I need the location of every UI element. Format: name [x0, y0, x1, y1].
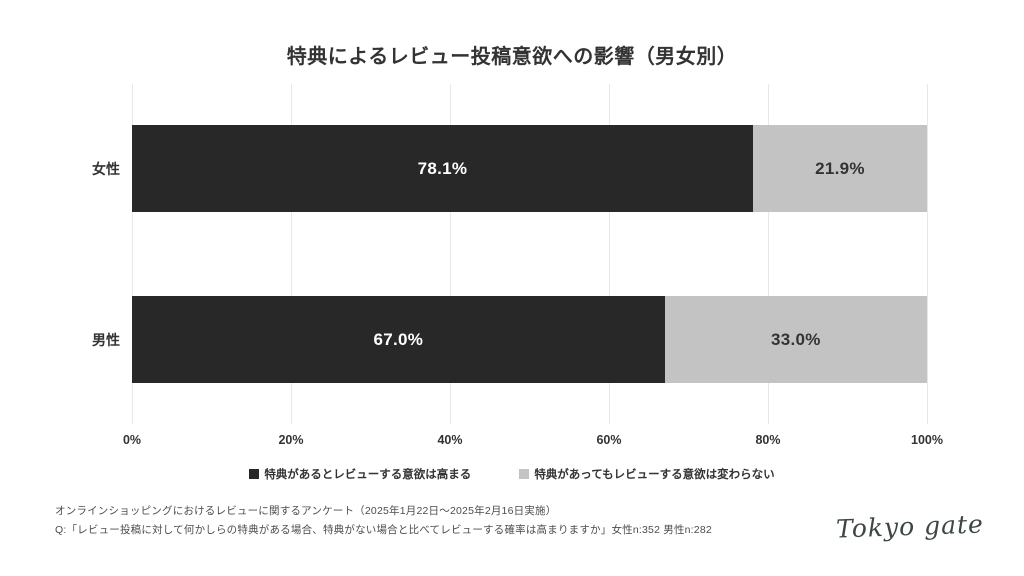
x-tick-40: 40% [437, 433, 463, 447]
legend-label-no-change: 特典があってもレビューする意欲は変わらない [534, 469, 775, 481]
bar-segment-female-no-change: 21.9% [752, 125, 927, 212]
bar-row-female: 78.1% 21.9% [132, 125, 927, 212]
category-label-female: 女性 [92, 160, 120, 177]
source-note: オンラインショッピングにおけるレビューに関するアンケート（2025年1月22日〜… [55, 505, 557, 517]
legend: 特典があるとレビューする意欲は高まる 特典があってもレビューする意欲は変わらない [0, 466, 1024, 482]
legend-swatch-light-icon [519, 469, 530, 479]
data-label-female-light: 21.9% [815, 158, 865, 178]
x-tick-60: 60% [596, 433, 622, 447]
legend-item-no-change: 特典があってもレビューする意欲は変わらない [519, 466, 775, 482]
question-note: Q:「レビュー投稿に対して何かしらの特典がある場合、特典がない場合と比べてレビュ… [55, 524, 712, 536]
legend-swatch-dark-icon [249, 469, 260, 479]
gridline-60 [609, 84, 610, 424]
tokyo-gate-logo: Tokyo gate [835, 509, 985, 544]
legend-label-incentive-increases: 特典があるとレビューする意欲は高まる [264, 469, 472, 481]
bar-segment-female-incentive-increases: 78.1% [132, 125, 753, 212]
x-tick-0: 0% [122, 433, 142, 447]
bar-segment-male-no-change: 33.0% [664, 296, 927, 383]
plot-area: 78.1% 21.9% 67.0% 33.0% [132, 84, 928, 424]
data-label-male-light: 33.0% [770, 329, 821, 349]
gridline-0 [132, 84, 133, 424]
data-label-male-dark: 67.0% [373, 329, 424, 349]
gridline-100 [927, 84, 928, 424]
chart-title: 特典によるレビュー投稿意欲への影響（男女別） [286, 46, 738, 68]
x-tick-20: 20% [278, 433, 304, 447]
x-tick-80: 80% [755, 433, 781, 447]
x-axis: 0% 20% 40% 60% 80% 100% [123, 433, 943, 453]
data-label-female-dark: 78.1% [417, 158, 468, 178]
gridline-20 [291, 84, 292, 424]
bar-segment-male-incentive-increases: 67.0% [132, 296, 665, 383]
legend-item-incentive-increases: 特典があるとレビューする意欲は高まる [249, 466, 471, 482]
gridline-80 [768, 84, 769, 424]
gridline-40 [450, 84, 451, 424]
x-tick-100: 100% [911, 433, 943, 447]
category-label-male: 男性 [92, 331, 120, 348]
bar-row-male: 67.0% 33.0% [132, 296, 927, 383]
